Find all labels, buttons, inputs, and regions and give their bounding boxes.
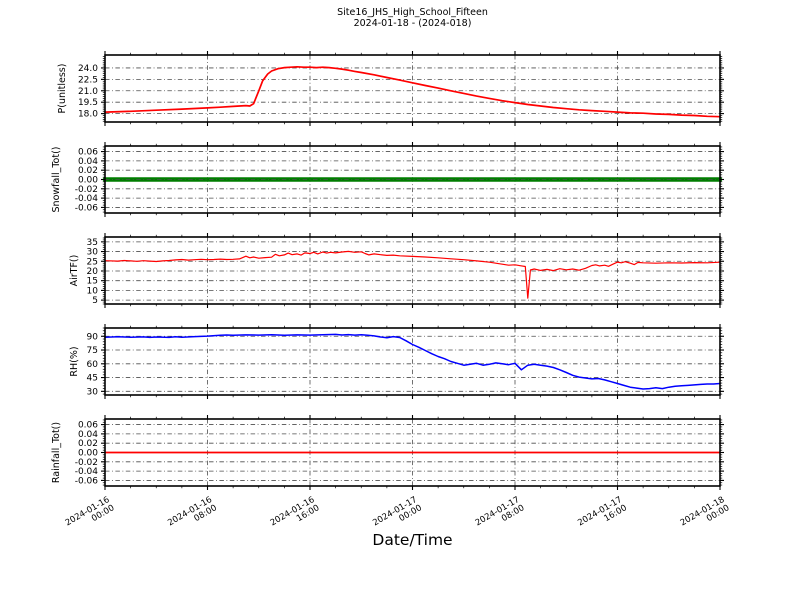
- panel-rainfall: -0.06-0.04-0.020.000.020.040.06 Rainfall_…: [51, 415, 724, 490]
- y-tick-label: -0.06: [75, 476, 99, 486]
- y-axis-label: RH(%): [69, 346, 80, 376]
- y-tick-label: 10: [87, 286, 99, 296]
- series-line-rh: [104, 333, 721, 390]
- y-tick-label: 0.00: [78, 176, 98, 186]
- series-line-p-unitless: [104, 65, 721, 118]
- y-tick-label: 18.0: [78, 110, 98, 120]
- y-tick-label: 0.00: [78, 449, 98, 459]
- y-tick-label: 0.02: [78, 166, 98, 176]
- y-axis-label: AirTF(): [69, 255, 80, 287]
- y-tick-label: 0.04: [78, 157, 98, 167]
- y-axis-label: P(unitless): [57, 64, 68, 114]
- y-tick-label: 19.5: [78, 98, 98, 108]
- y-tick-label: 0.06: [78, 148, 98, 158]
- y-tick-label: 22.5: [78, 75, 98, 85]
- y-tick-label: 0.04: [78, 430, 98, 440]
- y-tick-label: 45: [87, 374, 98, 384]
- x-axis-title: Date/Time: [372, 531, 453, 549]
- y-tick-label: 75: [87, 346, 98, 356]
- y-tick-label: 0.06: [78, 421, 98, 431]
- y-tick-label: 35: [87, 238, 98, 248]
- y-tick-label: 5: [92, 296, 98, 306]
- chart-title-block: Site16_JHS_High_School_Fifteen 2024-01-1…: [105, 7, 720, 29]
- y-tick-label: 21.0: [78, 87, 98, 97]
- panel-rh: 30 45 60 75 90 RH(%): [69, 324, 724, 399]
- y-tick-label: 60: [87, 360, 99, 370]
- y-tick-label: 25: [87, 257, 98, 267]
- panel-p-unitless: 18.0 19.521.0 22.524.0 P(unitless): [57, 51, 724, 126]
- y-tick-label: 30: [87, 387, 99, 397]
- y-tick-label: -0.02: [75, 458, 98, 468]
- y-tick-label: 90: [87, 332, 99, 342]
- y-axis-label: Rainfall_Tot(): [51, 422, 62, 483]
- y-tick-label: -0.04: [75, 194, 99, 204]
- y-tick-label: 30: [87, 248, 99, 258]
- y-tick-label: -0.02: [75, 185, 98, 195]
- y-tick-label: -0.04: [75, 467, 99, 477]
- chart-title: Site16_JHS_High_School_Fifteen: [337, 7, 488, 18]
- y-tick-label: 24.0: [78, 64, 98, 74]
- y-axis-label: Snowfall_Tot(): [51, 147, 62, 213]
- series-line-airtf: [104, 250, 721, 299]
- panel-snowfall: -0.06-0.04-0.020.000.020.040.06 Snowfall_…: [51, 142, 724, 217]
- y-tick-label: 20: [87, 267, 99, 277]
- y-tick-label: 15: [87, 277, 98, 287]
- y-tick-label: -0.06: [75, 203, 99, 213]
- chart-subtitle: 2024-01-18 - (2024-018): [353, 18, 472, 29]
- y-tick-label: 0.02: [78, 439, 98, 449]
